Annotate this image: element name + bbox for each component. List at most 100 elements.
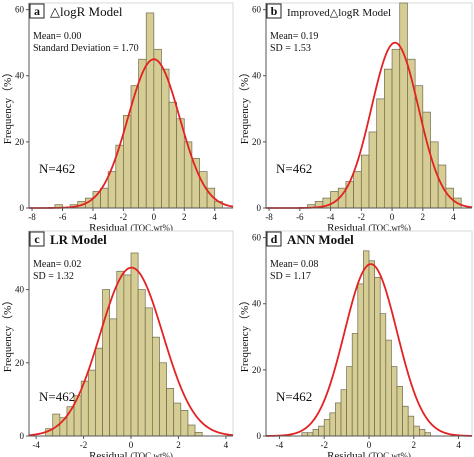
histogram-bar bbox=[161, 68, 170, 209]
histogram-bar bbox=[374, 276, 381, 437]
histogram-bar bbox=[102, 289, 111, 437]
x-tick-label: -2 bbox=[320, 440, 328, 450]
stat-line: Mean= 0.08 bbox=[270, 259, 318, 270]
histogram-bar bbox=[187, 424, 196, 437]
x-tick-label: 2 bbox=[176, 440, 181, 450]
normal-fit-curve bbox=[28, 266, 234, 437]
histogram-bar bbox=[413, 425, 420, 437]
histogram-bar bbox=[368, 131, 378, 209]
panel-letter-box bbox=[29, 231, 45, 247]
histogram-bar bbox=[100, 187, 109, 209]
panel-letter: b bbox=[271, 4, 278, 18]
histogram-bar bbox=[414, 85, 424, 209]
histogram-bar bbox=[402, 405, 409, 437]
y-tick-label: 60 bbox=[252, 5, 262, 15]
histogram-bar bbox=[144, 307, 153, 437]
panel-letter: d bbox=[271, 232, 278, 246]
y-tick-label: 0 bbox=[20, 203, 25, 213]
x-tick-label: 4 bbox=[224, 440, 229, 450]
stat-line: Mean= 0.02 bbox=[33, 259, 81, 270]
y-axis-label: Frequency（%） bbox=[1, 295, 14, 373]
x-tick-label: 0 bbox=[152, 212, 157, 222]
x-tick-label: -2 bbox=[80, 440, 88, 450]
histogram-bar bbox=[145, 12, 155, 209]
histogram-bar bbox=[335, 402, 342, 437]
histogram-bar bbox=[353, 171, 362, 209]
sample-count: N=462 bbox=[39, 161, 75, 176]
x-axis-unit: (TOC.wt%) bbox=[130, 451, 173, 457]
y-tick-label: 0 bbox=[257, 431, 262, 441]
x-tick-label: -4 bbox=[327, 212, 335, 222]
histogram-bar bbox=[109, 318, 118, 437]
histogram-bar bbox=[318, 425, 325, 437]
histogram-bar bbox=[422, 111, 431, 209]
histogram-bar bbox=[130, 252, 139, 437]
x-tick-label: 2 bbox=[421, 212, 426, 222]
y-axis-label: Frequency（%） bbox=[1, 67, 14, 145]
histogram-bar bbox=[137, 289, 146, 437]
x-tick-label: -4 bbox=[276, 440, 284, 450]
histogram-bar bbox=[329, 412, 336, 437]
x-tick-label: 4 bbox=[451, 212, 456, 222]
x-tick-label: 4 bbox=[212, 212, 217, 222]
x-tick-label: -4 bbox=[89, 212, 97, 222]
histogram-bar bbox=[87, 369, 96, 437]
panel-letter: a bbox=[34, 4, 40, 18]
histogram-bar bbox=[391, 48, 401, 209]
y-tick-label: 20 bbox=[252, 137, 262, 147]
histogram-bar bbox=[368, 260, 375, 437]
histogram-bar bbox=[346, 366, 353, 437]
panel-letter: c bbox=[34, 232, 40, 246]
stat-line: Mean= 0.00 bbox=[33, 31, 81, 42]
x-axis-label: Residual (TOC.wt%) bbox=[89, 450, 173, 457]
y-tick-label: 60 bbox=[15, 5, 25, 15]
y-tick-label: 60 bbox=[252, 233, 262, 243]
histogram-bar bbox=[407, 415, 415, 437]
histogram-bar bbox=[151, 336, 160, 437]
histogram-bar bbox=[180, 410, 189, 437]
histogram-bar bbox=[312, 429, 319, 437]
histogram-bar bbox=[340, 389, 347, 437]
panel-letter-box bbox=[29, 3, 45, 19]
histogram-bar bbox=[107, 171, 117, 209]
histogram-bar bbox=[194, 431, 203, 437]
x-axis-unit: (TOC.wt%) bbox=[130, 223, 173, 233]
y-axis-label: Frequency（%） bbox=[238, 295, 251, 373]
sample-count: N=462 bbox=[276, 389, 312, 404]
histogram-bar bbox=[95, 347, 103, 437]
x-tick-label: 0 bbox=[129, 440, 134, 450]
x-tick-label: 2 bbox=[182, 212, 187, 222]
x-tick-label: 0 bbox=[367, 440, 372, 450]
histogram-bar bbox=[376, 98, 385, 209]
y-tick-label: 40 bbox=[252, 71, 262, 81]
histogram-bar bbox=[166, 388, 175, 437]
x-tick-label: -6 bbox=[296, 212, 304, 222]
x-axis-unit: (TOC.wt%) bbox=[368, 223, 411, 233]
histogram-bar bbox=[173, 402, 182, 437]
y-tick-label: 20 bbox=[15, 137, 25, 147]
y-tick-label: 40 bbox=[15, 285, 25, 295]
panel-title: ANN Model bbox=[287, 232, 354, 247]
panel-title: Improved△logR Model bbox=[287, 7, 391, 19]
x-tick-label: 4 bbox=[456, 440, 461, 450]
histogram-bar bbox=[323, 419, 331, 437]
stat-line: Mean= 0.19 bbox=[270, 31, 318, 42]
x-tick-label: -8 bbox=[265, 212, 273, 222]
histogram-bar bbox=[357, 283, 364, 437]
histogram-bar bbox=[351, 333, 359, 437]
y-tick-label: 20 bbox=[252, 365, 262, 375]
histogram-bar bbox=[153, 48, 162, 209]
stat-line: SD = 1.32 bbox=[33, 271, 74, 282]
histogram-bar bbox=[123, 274, 132, 437]
histogram-bar bbox=[159, 362, 167, 437]
sample-count: N=462 bbox=[39, 389, 75, 404]
histogram-bar bbox=[379, 313, 387, 437]
stat-line: Standard Deviation = 1.70 bbox=[33, 43, 139, 54]
y-tick-label: 20 bbox=[15, 358, 25, 368]
histogram-bar bbox=[391, 366, 398, 437]
panel-title: △logR Model bbox=[50, 4, 123, 19]
